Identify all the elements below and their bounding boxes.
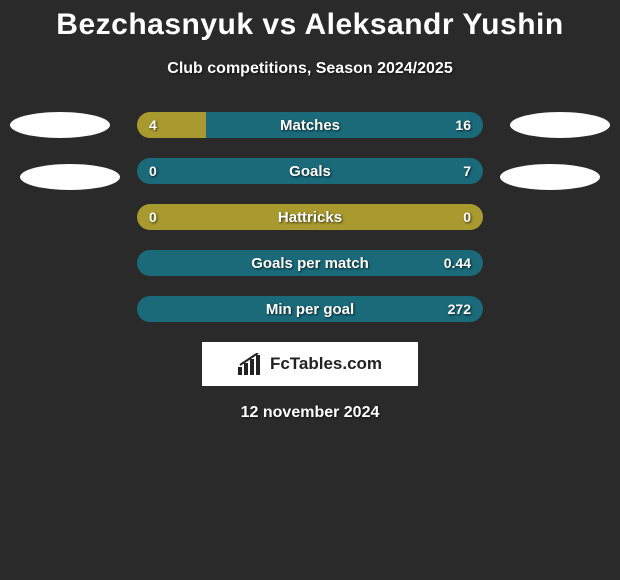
brand-badge: FcTables.com	[202, 342, 418, 386]
subtitle: Club competitions, Season 2024/2025	[0, 60, 620, 78]
bar-segment-left	[137, 204, 483, 230]
bar-segment-left	[137, 112, 206, 138]
bar-segment-right	[137, 158, 483, 184]
date-text: 12 november 2024	[0, 404, 620, 422]
bar-segment-right	[137, 250, 483, 276]
bar-segment-right	[206, 112, 483, 138]
page-title: Bezchasnyuk vs Aleksandr Yushin	[0, 0, 620, 42]
bar-segment-right	[137, 296, 483, 322]
bar-row: Goals per match0.44	[137, 250, 483, 276]
bar-row: Hattricks00	[137, 204, 483, 230]
decor-ellipse-left-2	[20, 164, 120, 190]
bar-row: Min per goal272	[137, 296, 483, 322]
bar-row: Matches416	[137, 112, 483, 138]
decor-ellipse-right-1	[510, 112, 610, 138]
decor-ellipse-right-2	[500, 164, 600, 190]
bar-row: Goals07	[137, 158, 483, 184]
bars-container: Matches416 Goals07 Hattricks00 Goals per ma…	[137, 112, 483, 322]
chart-icon	[238, 353, 264, 375]
decor-ellipse-left-1	[10, 112, 110, 138]
comparison-chart: Matches416 Goals07 Hattricks00 Goals per ma…	[0, 112, 620, 322]
brand-text: FcTables.com	[270, 354, 382, 374]
